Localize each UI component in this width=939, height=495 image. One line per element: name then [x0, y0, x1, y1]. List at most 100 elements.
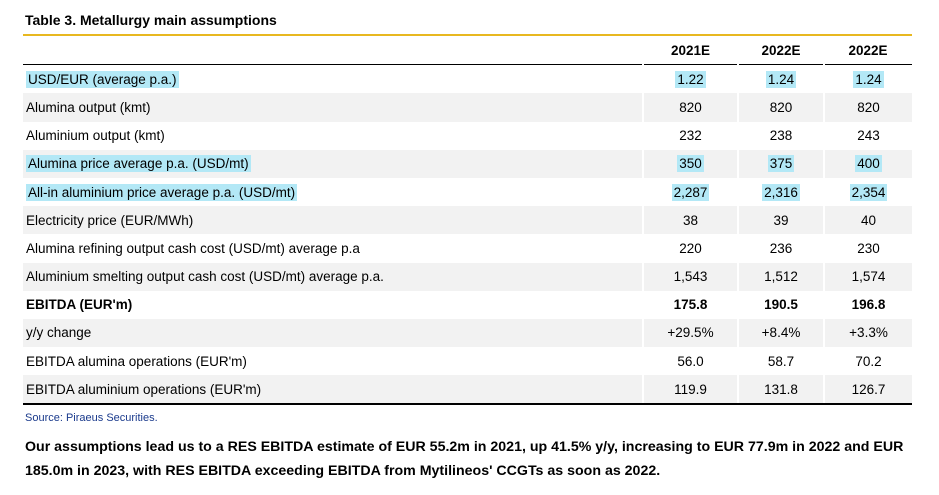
- value-text: 196.8: [851, 297, 886, 313]
- value-cell: 236: [737, 234, 824, 263]
- table-row: EBITDA alumina operations (EUR'm) 56.0 58.…: [23, 347, 912, 376]
- value-cell: 220: [642, 234, 738, 263]
- value-text: 2,316: [762, 183, 800, 201]
- table-row: All-in aluminium price average p.a. (USD…: [23, 177, 912, 207]
- column-header: 2022E: [738, 36, 824, 66]
- row-label: Alumina output (kmt): [23, 93, 643, 122]
- commentary-paragraph: Our assumptions lead us to a RES EBITDA …: [25, 439, 904, 479]
- row-label: EBITDA aluminium operations (EUR'm): [23, 375, 643, 406]
- title-rule: [23, 34, 912, 36]
- value-cell: 1.24: [823, 64, 912, 94]
- value-cell: 820: [737, 93, 824, 122]
- value-text: 131.8: [764, 381, 798, 397]
- row-label: EBITDA alumina operations (EUR'm): [23, 347, 643, 376]
- row-label: y/y change: [23, 318, 643, 348]
- value-text: 2,354: [849, 183, 888, 201]
- value-text: 126.7: [851, 381, 886, 397]
- value-text: 38: [682, 212, 699, 228]
- value-cell: 58.7: [737, 347, 824, 376]
- value-text: 350: [677, 155, 704, 173]
- value-cell: 2,354: [823, 177, 912, 207]
- value-cell: 232: [642, 121, 738, 150]
- value-text: 1,512: [764, 269, 798, 285]
- row-label-text: Alumina price average p.a. (USD/mt): [26, 155, 251, 173]
- value-text: 175.8: [673, 297, 708, 313]
- table-body: USD/EUR (average p.a.) 1.22 1.24 1.24 Alumin…: [23, 64, 912, 406]
- row-label-text: Alumina output (kmt): [26, 99, 151, 115]
- value-cell: 400: [823, 149, 912, 178]
- column-header: 2021E: [643, 36, 738, 66]
- value-text: 820: [857, 99, 880, 115]
- value-text: 119.9: [674, 381, 707, 397]
- table-row: Aluminium smelting output cash cost (USD…: [23, 262, 912, 291]
- value-text: 1.24: [853, 70, 884, 88]
- value-cell: 190.5: [737, 290, 824, 319]
- header-row: 2021E 2022E 2022E: [23, 36, 912, 66]
- value-cell: 2,287: [642, 177, 738, 207]
- row-label: Electricity price (EUR/MWh): [23, 206, 643, 235]
- value-cell: 375: [737, 149, 824, 178]
- value-text: 1.24: [765, 70, 797, 88]
- value-cell: 38: [642, 206, 738, 235]
- table-row: y/y change +29.5% +8.4% +3.3%: [23, 318, 912, 348]
- value-text: 232: [679, 128, 702, 144]
- value-text: 2,287: [671, 183, 710, 201]
- table-row: Aluminium output (kmt) 232 238 243: [23, 121, 912, 150]
- row-label: Aluminium smelting output cash cost (USD…: [23, 262, 643, 291]
- value-text: 1.22: [675, 70, 706, 88]
- value-text: 70.2: [855, 353, 882, 369]
- table-row: Alumina price average p.a. (USD/mt) 350 37…: [23, 149, 912, 178]
- row-label-text: USD/EUR (average p.a.): [26, 70, 179, 88]
- value-text: +3.3%: [849, 325, 888, 341]
- value-cell: 1.24: [737, 64, 824, 94]
- row-label-text: All-in aluminium price average p.a. (USD…: [26, 183, 298, 201]
- value-text: 238: [769, 128, 793, 144]
- row-label-text: Electricity price (EUR/MWh): [26, 212, 194, 228]
- value-cell: 70.2: [823, 347, 912, 376]
- table-row: EBITDA aluminium operations (EUR'm) 119.9…: [23, 375, 912, 406]
- value-text: 820: [769, 99, 793, 115]
- value-text: 236: [769, 240, 793, 256]
- table-row: EBITDA (EUR'm) 175.8 190.5 196.8: [23, 290, 912, 319]
- row-label-text: Aluminium output (kmt): [26, 128, 165, 144]
- value-text: +29.5%: [667, 325, 714, 341]
- value-cell: 196.8: [823, 290, 912, 319]
- value-text: 230: [857, 240, 880, 256]
- value-cell: 131.8: [737, 375, 824, 406]
- row-label-text: EBITDA (EUR'm): [26, 297, 133, 313]
- row-label-text: EBITDA aluminium operations (EUR'm): [26, 381, 262, 397]
- value-cell: +8.4%: [737, 318, 824, 348]
- source-note: Source: Piraeus Securities.: [25, 412, 158, 424]
- value-cell: 1,512: [737, 262, 824, 291]
- value-text: 375: [767, 155, 795, 173]
- value-cell: 39: [737, 206, 824, 235]
- row-label: USD/EUR (average p.a.): [23, 64, 643, 94]
- value-cell: 230: [823, 234, 912, 263]
- row-label-text: Alumina refining output cash cost (USD/m…: [26, 240, 360, 256]
- row-label: Alumina refining output cash cost (USD/m…: [23, 234, 643, 263]
- value-cell: 119.9: [642, 375, 738, 406]
- row-label: Aluminium output (kmt): [23, 121, 643, 150]
- value-text: 243: [857, 128, 880, 144]
- value-cell: 350: [642, 149, 738, 178]
- row-label-text: y/y change: [26, 325, 92, 341]
- value-cell: +3.3%: [823, 318, 912, 348]
- value-cell: 820: [823, 93, 912, 122]
- value-cell: 820: [642, 93, 738, 122]
- table-row: Alumina refining output cash cost (USD/m…: [23, 234, 912, 263]
- row-label-text: EBITDA alumina operations (EUR'm): [26, 353, 247, 369]
- value-cell: 1.22: [642, 64, 738, 94]
- row-label: Alumina price average p.a. (USD/mt): [23, 149, 643, 178]
- value-cell: 175.8: [642, 290, 738, 319]
- value-cell: 1,543: [642, 262, 738, 291]
- header-blank: [23, 36, 643, 66]
- table-row: USD/EUR (average p.a.) 1.22 1.24 1.24: [23, 64, 912, 94]
- table-row: Electricity price (EUR/MWh) 38 39 40: [23, 206, 912, 235]
- value-text: 220: [679, 240, 702, 256]
- value-text: 1,543: [673, 269, 708, 285]
- value-text: +8.4%: [761, 325, 801, 341]
- column-header: 2022E: [824, 36, 912, 66]
- value-text: 58.7: [767, 353, 795, 369]
- assumptions-table: 2021E 2022E 2022E USD/EUR (average p.a.)…: [23, 36, 912, 406]
- table-row: Alumina output (kmt) 820 820 820: [23, 93, 912, 122]
